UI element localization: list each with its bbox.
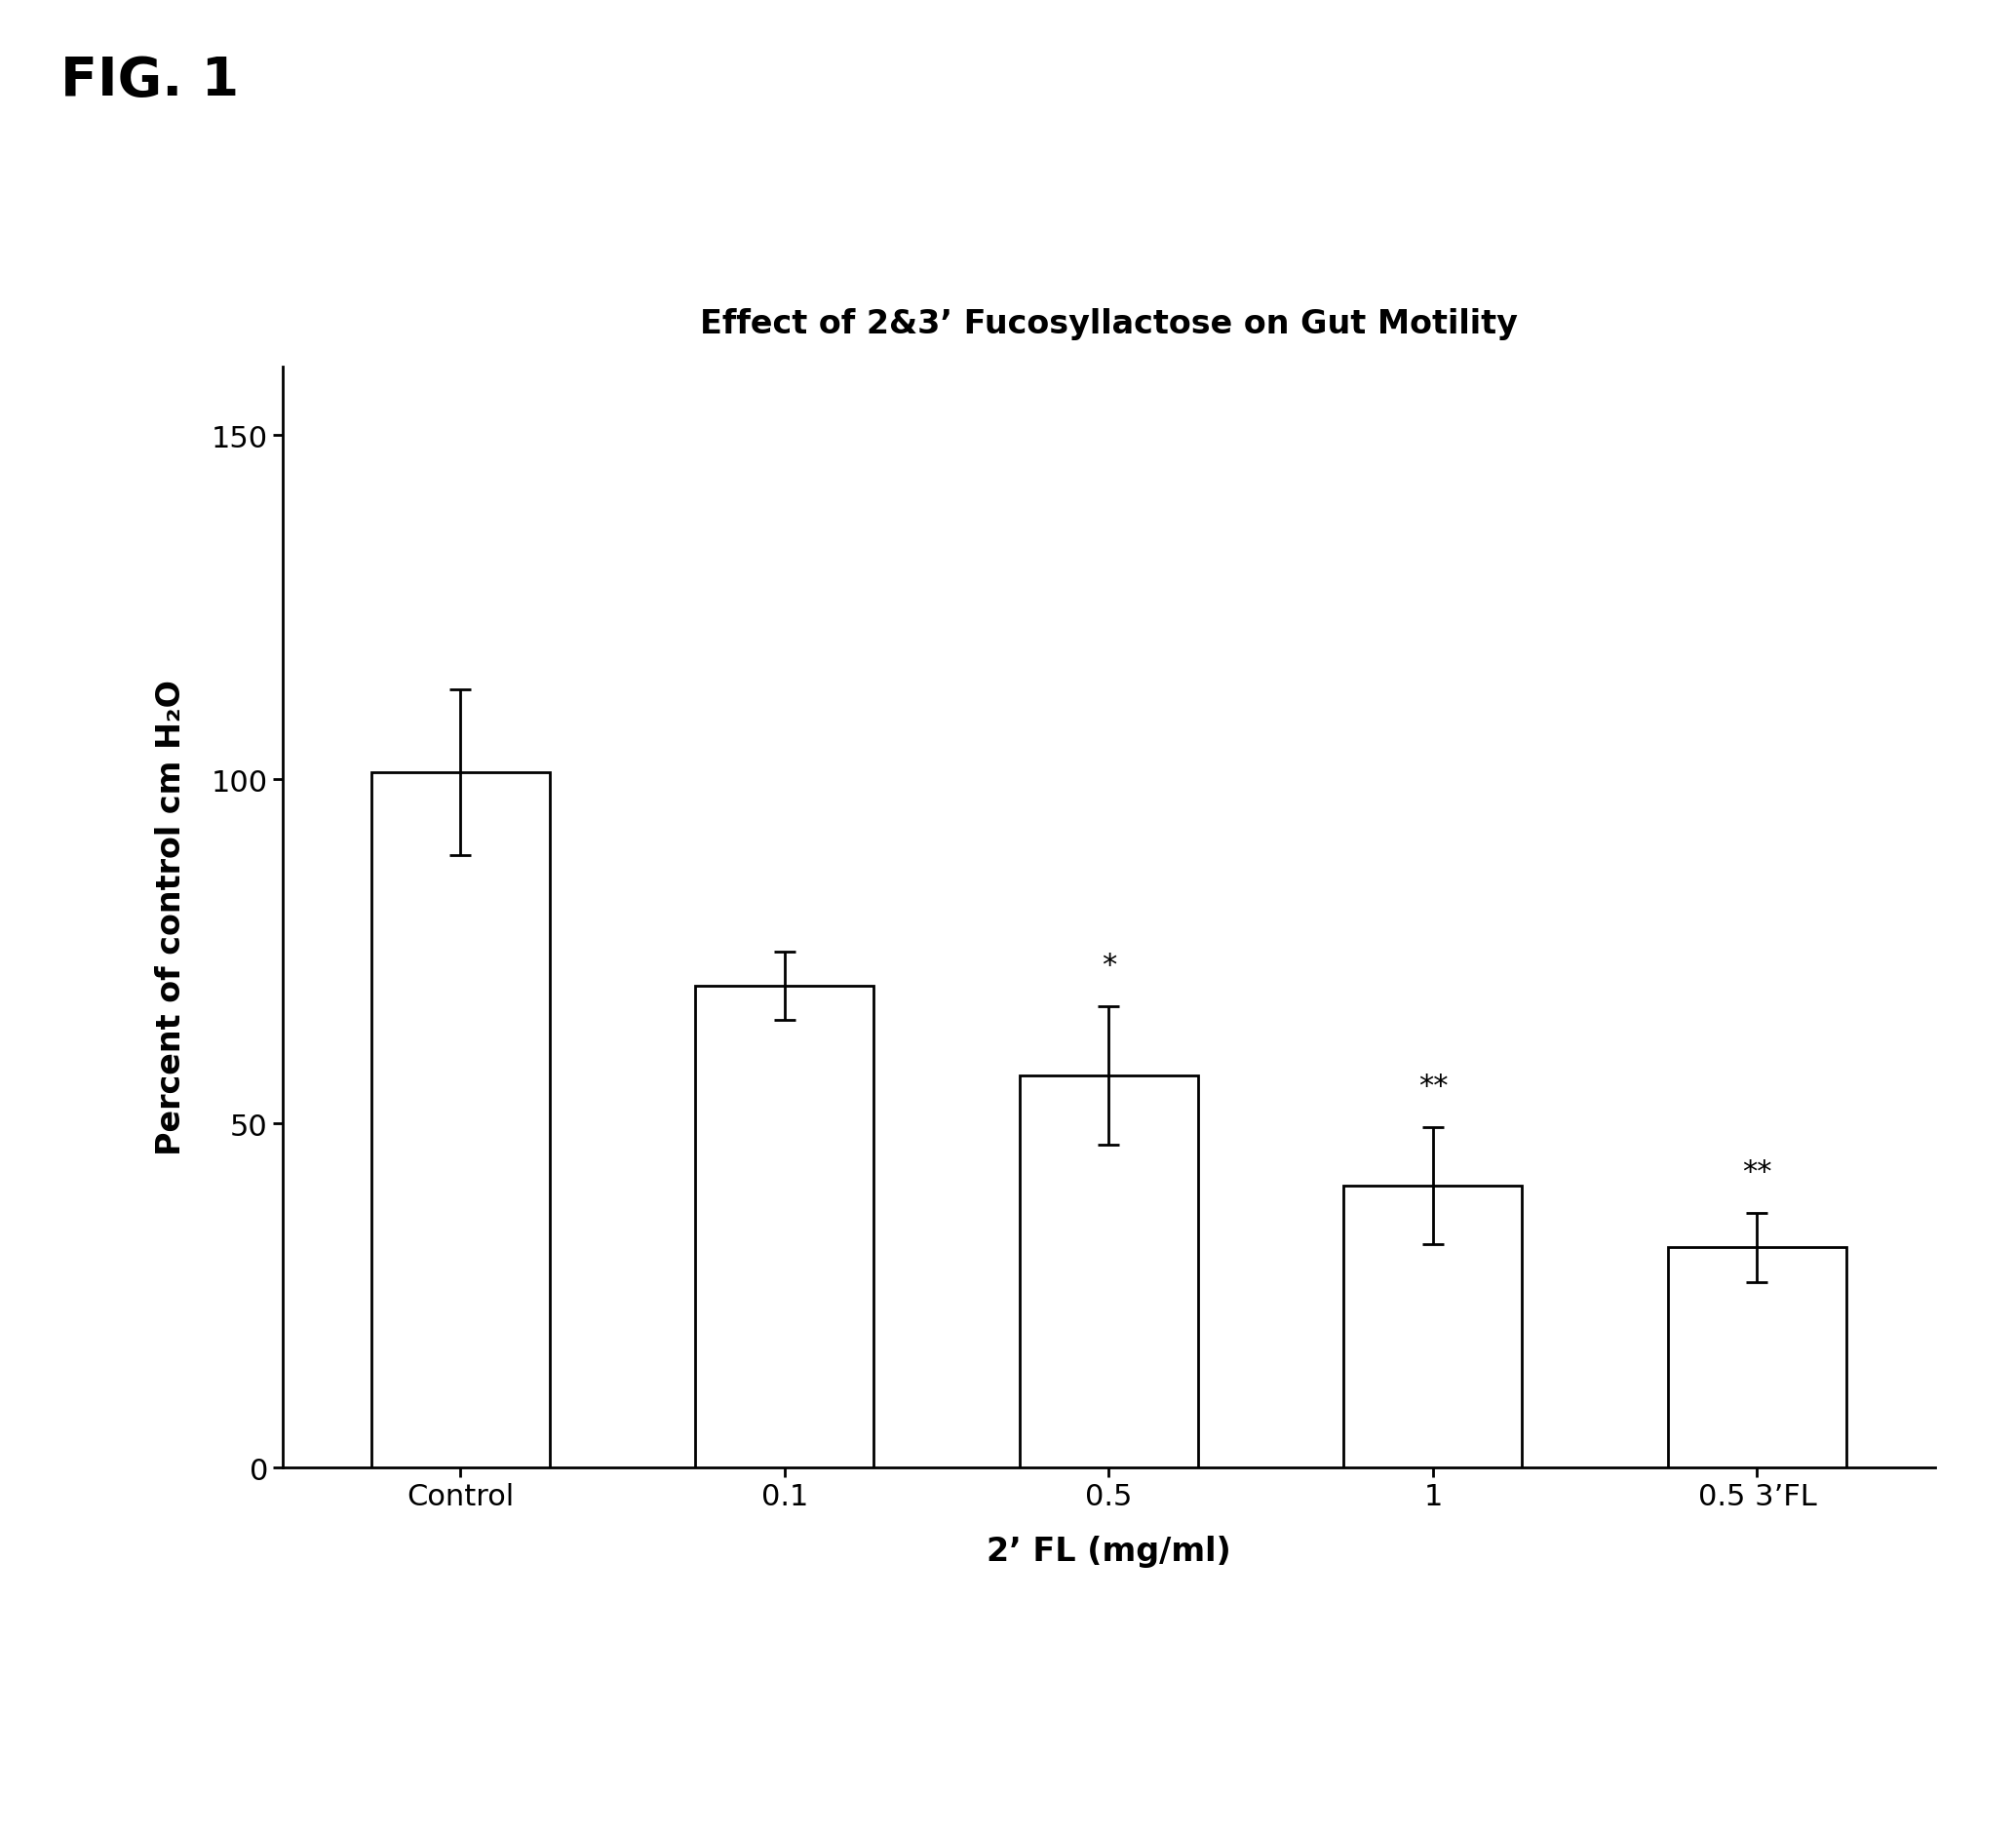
Bar bbox=[1345, 1185, 1522, 1468]
Text: *: * bbox=[1101, 951, 1117, 980]
Bar bbox=[371, 773, 550, 1468]
Y-axis label: Percent of control cm H₂O: Percent of control cm H₂O bbox=[155, 679, 187, 1156]
X-axis label: 2’ FL (mg/ml): 2’ FL (mg/ml) bbox=[986, 1534, 1232, 1567]
Bar bbox=[696, 987, 873, 1468]
Bar bbox=[1020, 1075, 1198, 1468]
Title: Effect of 2&3’ Fucosyllactose on Gut Motility: Effect of 2&3’ Fucosyllactose on Gut Mot… bbox=[700, 308, 1518, 339]
Text: FIG. 1: FIG. 1 bbox=[60, 55, 240, 108]
Text: **: ** bbox=[1417, 1072, 1447, 1099]
Text: **: ** bbox=[1742, 1158, 1772, 1185]
Bar bbox=[1667, 1248, 1847, 1468]
